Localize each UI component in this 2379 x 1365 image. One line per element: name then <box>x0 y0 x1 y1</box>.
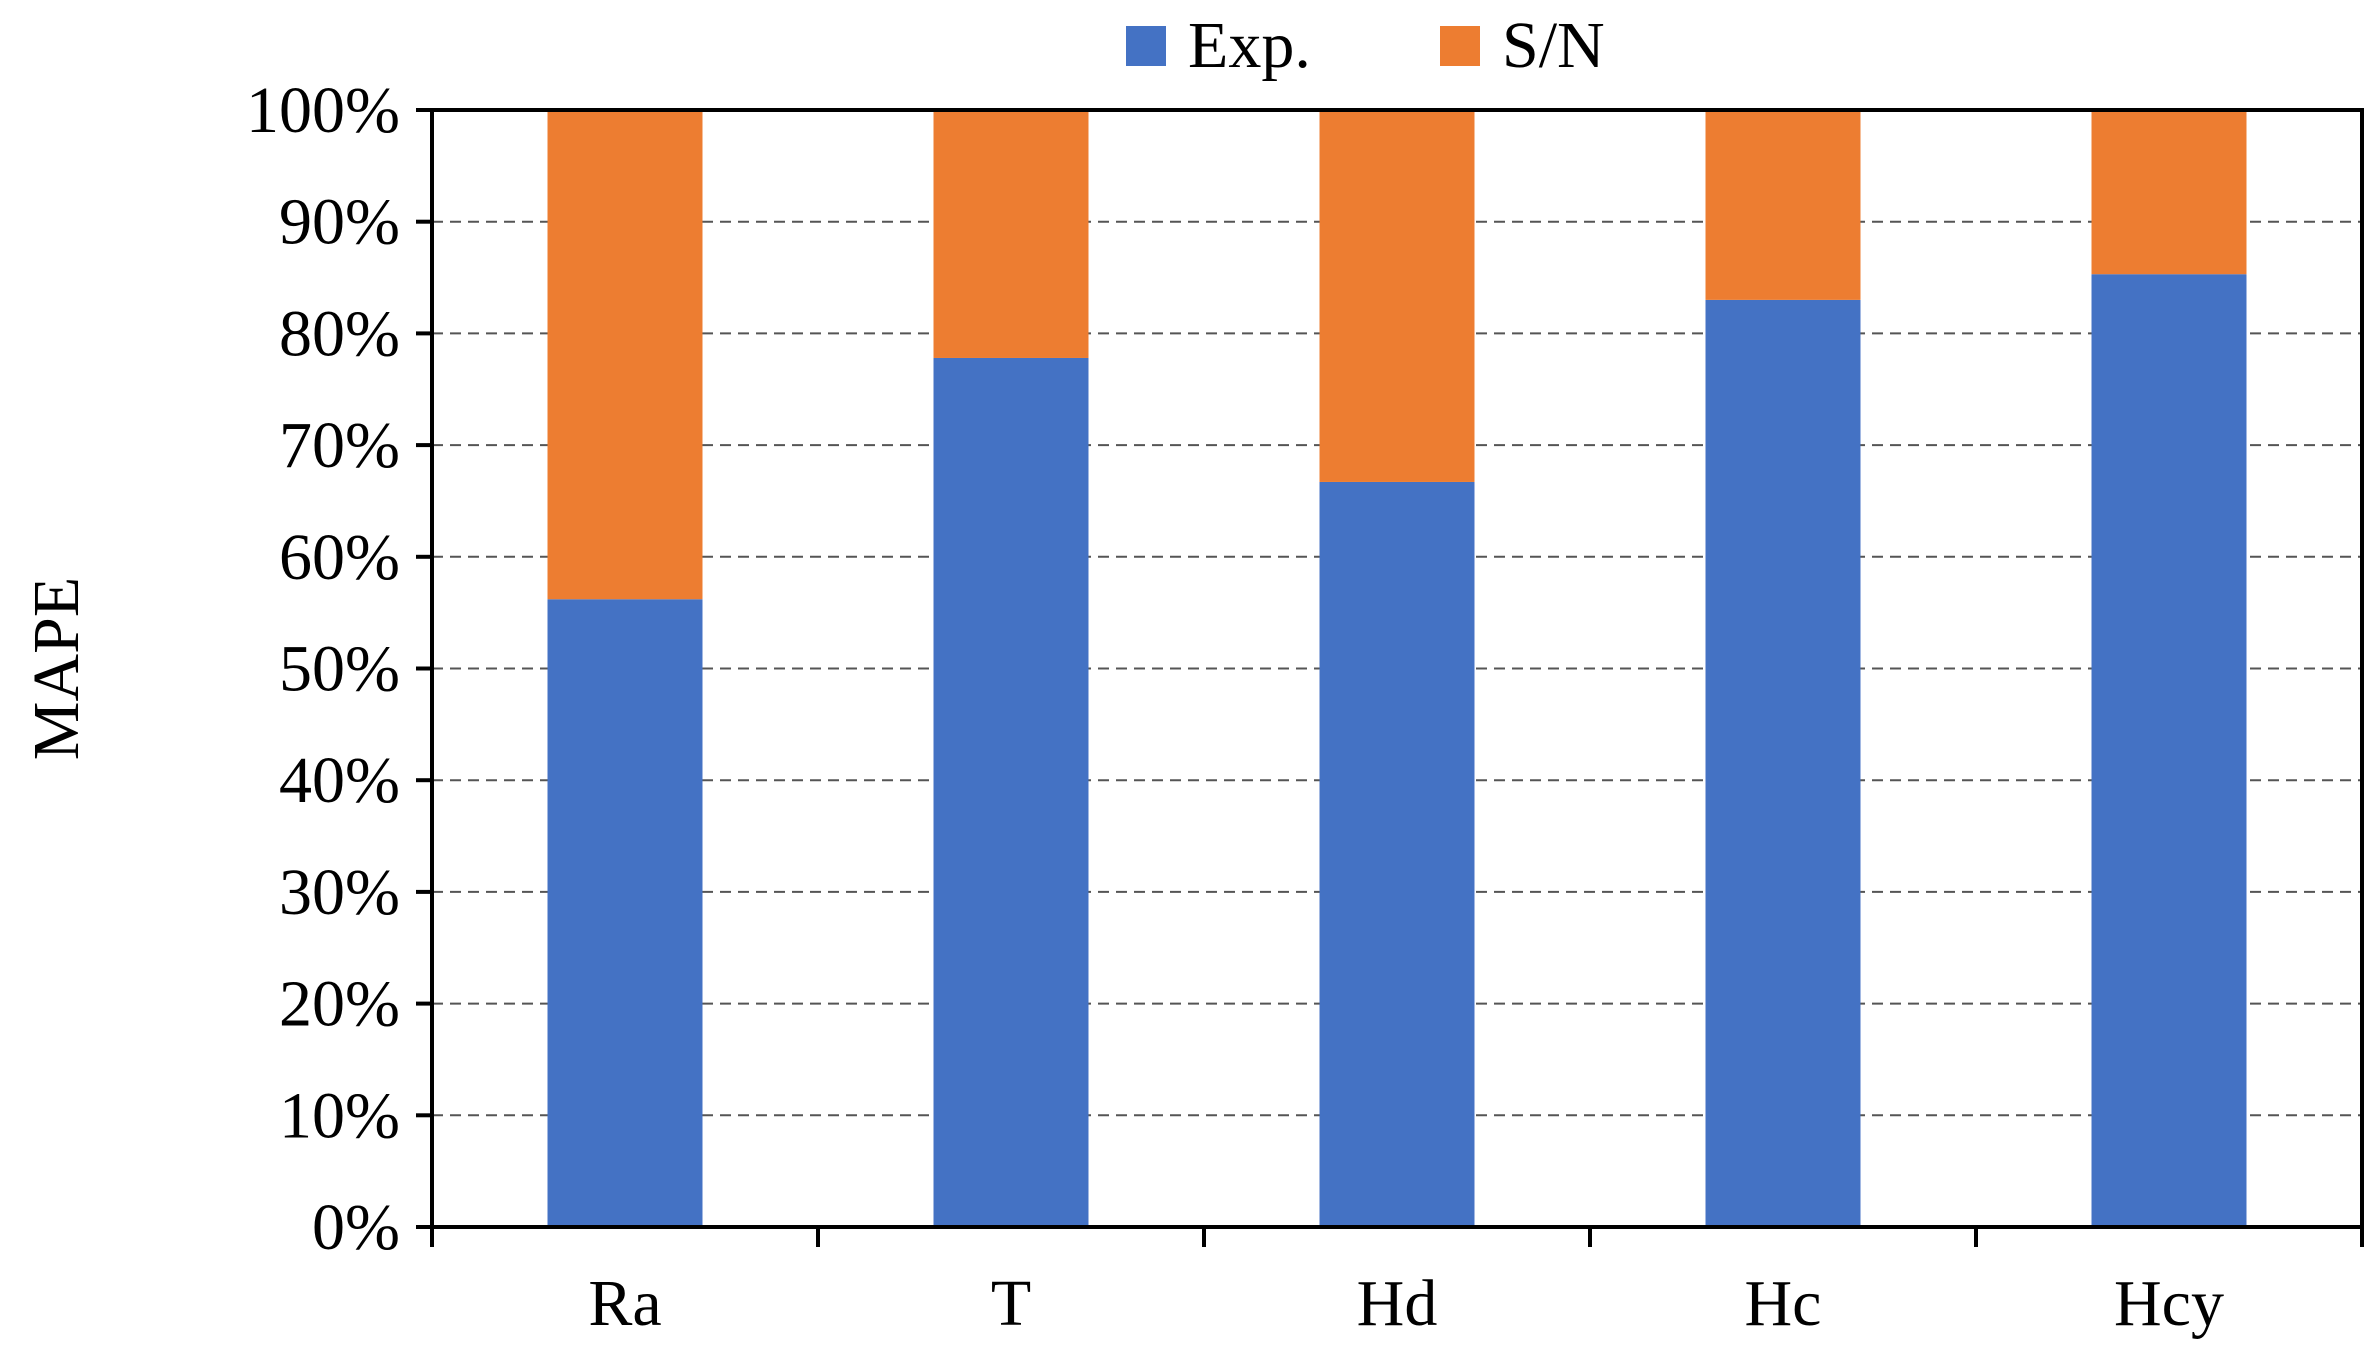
legend-label-s-n: S/N <box>1502 9 1605 82</box>
legend: Exp. S/N <box>1126 9 1605 82</box>
y-tick-label: 10% <box>279 1079 400 1152</box>
bar-s-n-hd <box>1319 110 1475 482</box>
x-tick-labels: Ra T Hd Hc Hcy <box>588 1267 2224 1340</box>
bars <box>547 110 2247 1228</box>
bar-s-n-t <box>933 110 1089 358</box>
x-tick-label: Hd <box>1357 1267 1438 1340</box>
bar-s-n-ra <box>547 110 703 600</box>
y-tick-label: 100% <box>246 74 400 147</box>
y-axis-label: MAPE <box>20 577 93 760</box>
bar-exp-t <box>933 357 1089 1227</box>
bar-exp-hd <box>1319 481 1475 1227</box>
x-tick-label: Hc <box>1745 1267 1822 1340</box>
bar-exp-ra <box>547 599 703 1227</box>
x-tick-label: Ra <box>588 1267 661 1340</box>
bar-s-n-hcy <box>2091 110 2247 275</box>
y-tick-labels: 0% 10% 20% 30% 40% 50% 60% 70% 80% 90% 100% <box>246 74 400 1264</box>
x-tick-label: T <box>991 1267 1031 1340</box>
y-tick-label: 60% <box>279 521 400 594</box>
bar-exp-hcy <box>2091 274 2247 1228</box>
y-tick-label: 90% <box>279 186 400 259</box>
bar-s-n-hc <box>1705 110 1861 300</box>
x-tick-label: Hcy <box>2114 1267 2224 1340</box>
legend-label-exp: Exp. <box>1188 9 1311 82</box>
axes <box>416 108 2364 1247</box>
y-tick-label: 30% <box>279 856 400 929</box>
y-tick-label: 70% <box>279 409 400 482</box>
legend-swatch-exp <box>1126 26 1166 66</box>
legend-swatch-s-n <box>1440 26 1480 66</box>
plot-frame <box>430 108 2364 1229</box>
bar-exp-hc <box>1705 299 1861 1227</box>
y-tick-label: 40% <box>279 744 400 817</box>
y-tick-label: 80% <box>279 297 400 370</box>
y-tick-label: 20% <box>279 968 400 1041</box>
y-tick-label: 50% <box>279 633 400 706</box>
y-tick-label: 0% <box>312 1191 400 1264</box>
